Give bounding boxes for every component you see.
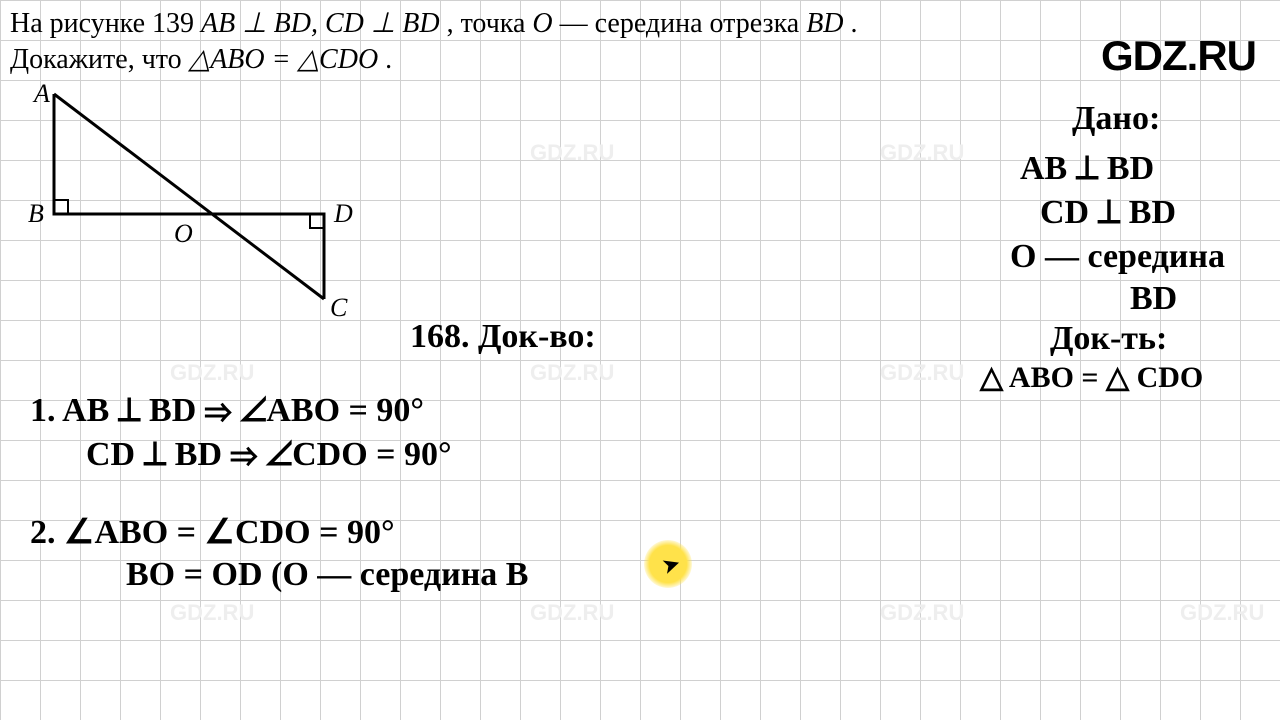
problem-text-part: Докажите, что (10, 44, 189, 75)
proof-step: 1. AB ⟂ BD ⇒ ∠ABO = 90° (30, 392, 424, 430)
problem-text-part: . (851, 8, 858, 39)
figure-label-b: B (28, 199, 44, 228)
problem-math: △ABO = △CDO (189, 44, 379, 75)
problem-math: BD (806, 8, 843, 39)
given-line: O — середина (1010, 238, 1225, 276)
watermark: GDZ.RU (530, 140, 614, 166)
watermark: GDZ.RU (170, 600, 254, 626)
prove-statement: △ ABO = △ CDO (980, 360, 1203, 395)
problem-text-part: На рисунке 139 (10, 8, 201, 39)
watermark: GDZ.RU (530, 600, 614, 626)
figure-label-a: A (32, 84, 50, 108)
watermark: GDZ.RU (530, 360, 614, 386)
given-line: AB ⟂ BD (1020, 150, 1154, 188)
problem-math: AB ⊥ BD, CD ⊥ BD (201, 8, 440, 39)
given-title: Дано: (1072, 100, 1160, 138)
watermark: GDZ.RU (880, 140, 964, 166)
watermark: GDZ.RU (170, 360, 254, 386)
proof-step: CD ⟂ BD ⇒ ∠CDO = 90° (86, 436, 452, 474)
prove-title: Док-ть: (1050, 320, 1167, 358)
problem-text-part: . (385, 44, 392, 75)
given-line: CD ⟂ BD (1040, 194, 1176, 232)
watermark: GDZ.RU (1180, 600, 1264, 626)
problem-statement: На рисунке 139 AB ⊥ BD, CD ⊥ BD , точка … (10, 6, 1010, 79)
geometry-figure: A B D C O (14, 84, 374, 324)
figure-label-d: D (333, 199, 353, 228)
proof-step: BO = OD (O — середина B (126, 556, 528, 594)
given-line: BD (1130, 280, 1177, 318)
watermark: GDZ.RU (880, 600, 964, 626)
proof-heading: 168. Док-во: (410, 318, 596, 356)
proof-step: 2. ∠ABO = ∠CDO = 90° (30, 512, 395, 552)
watermark: GDZ.RU (880, 360, 964, 386)
figure-label-c: C (330, 293, 348, 322)
figure-label-o: O (174, 219, 193, 248)
problem-text-part: — середина отрезка (560, 8, 807, 39)
site-logo: GDZ.RU (1101, 32, 1256, 80)
problem-text-part: , точка (447, 8, 533, 39)
problem-math: O (532, 8, 552, 39)
